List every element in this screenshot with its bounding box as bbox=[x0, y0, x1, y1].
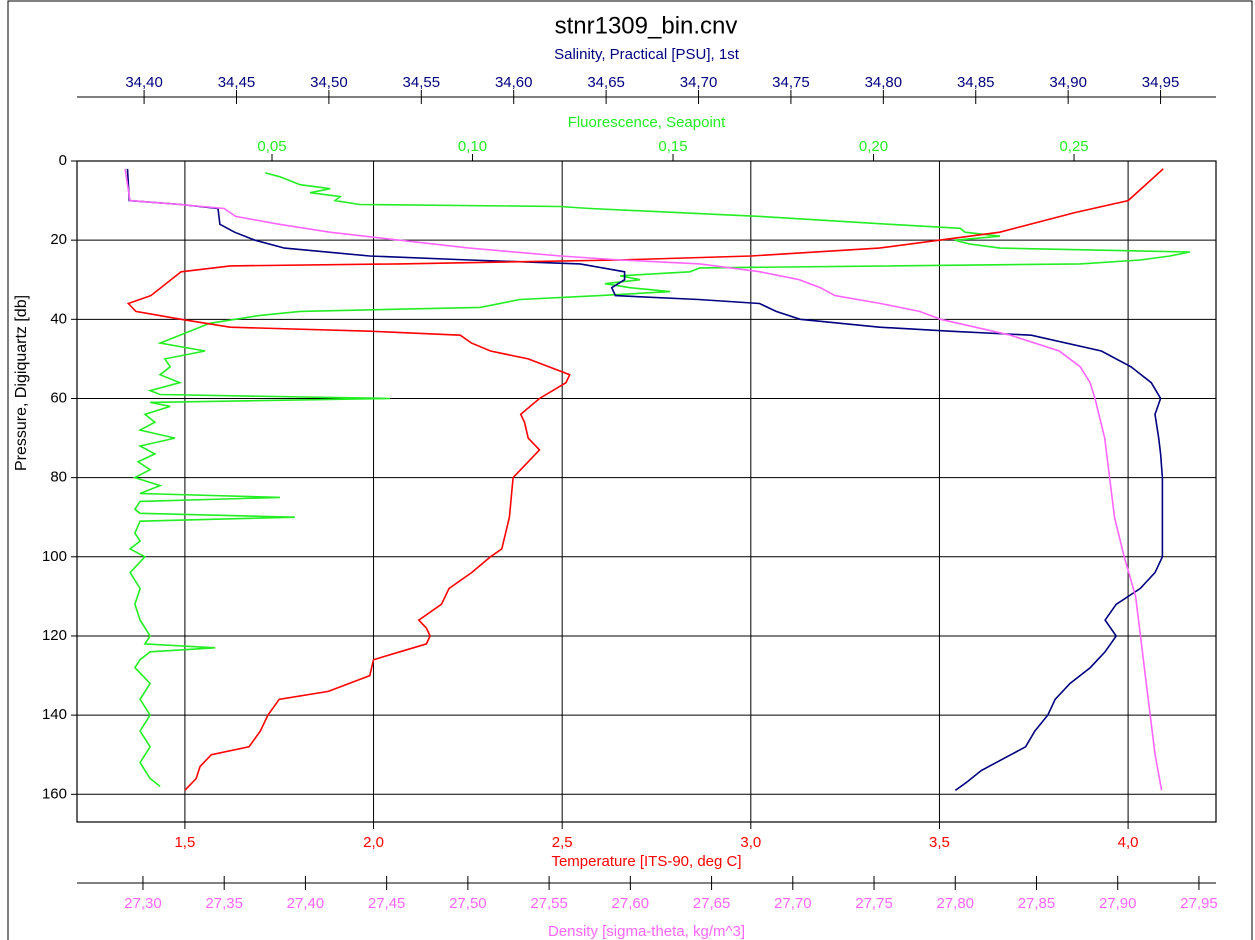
x-tick-label: 34,80 bbox=[865, 74, 903, 91]
y-tick-label: 80 bbox=[50, 469, 67, 486]
x-tick-label: 34,55 bbox=[403, 74, 441, 91]
x-tick-label: 27,80 bbox=[936, 895, 974, 912]
profile-line bbox=[126, 168, 1164, 791]
x-tick-label: 34,85 bbox=[957, 74, 995, 91]
x-tick-label: 27,60 bbox=[612, 895, 650, 912]
x-tick-label: 2,0 bbox=[363, 834, 384, 851]
profile-line bbox=[128, 172, 1191, 788]
x-tick-label: 27,45 bbox=[368, 895, 406, 912]
x-tick-label: 1,5 bbox=[174, 834, 195, 851]
y-tick-label: 120 bbox=[42, 627, 67, 644]
x-tick-label: 34,70 bbox=[680, 74, 718, 91]
x-tick-label: 27,95 bbox=[1180, 895, 1218, 912]
x-tick-label: 2,5 bbox=[552, 834, 573, 851]
x-tick-label: 27,35 bbox=[205, 895, 243, 912]
x-tick-label: 27,70 bbox=[774, 895, 812, 912]
x-tick-label: 0,20 bbox=[859, 138, 888, 155]
x-tick-label: 27,90 bbox=[1099, 895, 1137, 912]
x-tick-label: 27,30 bbox=[124, 895, 162, 912]
x-tick-label: 34,50 bbox=[310, 74, 348, 91]
x-tick-label: 0,15 bbox=[658, 138, 687, 155]
x-tick-label: 34,95 bbox=[1142, 74, 1180, 91]
window-frame bbox=[7, 0, 1253, 940]
plot-frame bbox=[76, 160, 1217, 823]
y-tick-label: 20 bbox=[50, 231, 67, 248]
profile-line bbox=[124, 168, 1163, 791]
x-tick-label: 34,60 bbox=[495, 74, 533, 91]
x-tick-label: 4,0 bbox=[1118, 834, 1139, 851]
chart-title: stnr1309_bin.cnv bbox=[555, 12, 738, 39]
y-tick-label: 140 bbox=[42, 706, 67, 723]
x-tick-label: 0,10 bbox=[458, 138, 487, 155]
x-axis-title: Fluorescence, Seapoint bbox=[568, 114, 726, 131]
x-tick-label: 34,65 bbox=[587, 74, 625, 91]
x-tick-label: 0,05 bbox=[257, 138, 286, 155]
y-tick-label: 40 bbox=[50, 310, 67, 327]
x-tick-label: 34,75 bbox=[772, 74, 810, 91]
x-tick-label: 0,25 bbox=[1059, 138, 1088, 155]
x-tick-label: 3,5 bbox=[929, 834, 950, 851]
x-tick-label: 34,45 bbox=[218, 74, 256, 91]
x-tick-label: 27,65 bbox=[693, 895, 731, 912]
x-tick-label: 27,75 bbox=[855, 895, 893, 912]
x-tick-label: 3,0 bbox=[740, 834, 761, 851]
x-tick-label: 34,40 bbox=[125, 74, 163, 91]
y-tick-label: 60 bbox=[50, 389, 67, 406]
x-axis-title: Density [sigma-theta, kg/m^3] bbox=[548, 923, 745, 940]
x-axis-title: Salinity, Practical [PSU], 1st bbox=[554, 46, 740, 63]
x-tick-label: 27,50 bbox=[449, 895, 487, 912]
y-axis-title: Pressure, Digiquartz [db] bbox=[13, 295, 30, 471]
x-tick-label: 27,85 bbox=[1018, 895, 1056, 912]
y-tick-label: 160 bbox=[42, 785, 67, 802]
x-tick-label: 34,90 bbox=[1049, 74, 1087, 91]
x-axis-title: Temperature [ITS-90, deg C] bbox=[551, 853, 741, 870]
profile-line bbox=[126, 168, 1164, 791]
x-tick-label: 27,40 bbox=[287, 895, 325, 912]
y-tick-label: 100 bbox=[42, 548, 67, 565]
x-tick-label: 27,55 bbox=[530, 895, 568, 912]
y-tick-label: 0 bbox=[59, 152, 67, 169]
